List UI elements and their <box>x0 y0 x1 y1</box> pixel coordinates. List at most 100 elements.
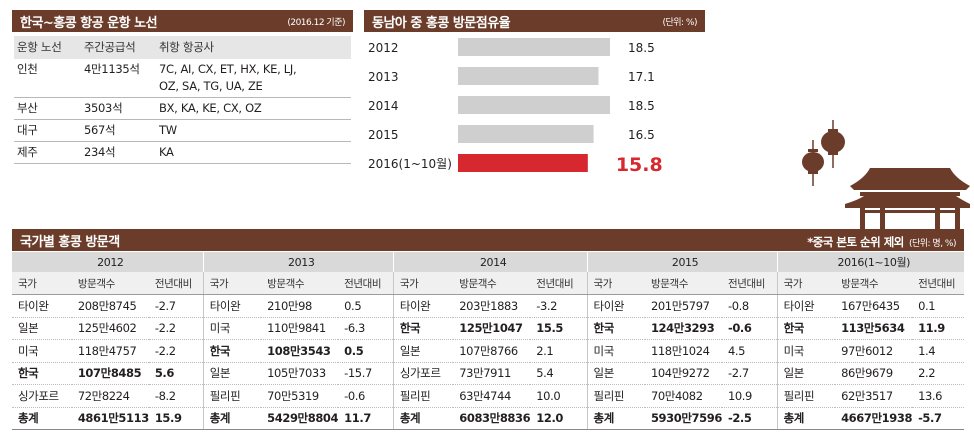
column-header-row: 국가 방문객수 전년대비 국가 방문객수 전년대비 국가 방문객수 전년대비 국가 방문객수 전년대비… <box>12 272 964 295</box>
visitors-col-header: 방문객수 <box>261 272 339 295</box>
country-cell: 타이완 <box>202 294 262 318</box>
routes-note: (2016.12 기준) <box>287 17 345 28</box>
route-seats: 234석 <box>84 145 116 159</box>
share-bar-chart: 2012 18.5 2013 17.1 2014 18.5 2015 16.5 2016(1~1… <box>368 38 663 176</box>
change-col-header: 전년대비 <box>530 272 588 295</box>
change-cell: -2.2 <box>148 339 204 363</box>
country-cell: 한국 <box>12 362 72 385</box>
country-cell: 총계 <box>202 407 262 430</box>
table-row: 타이완 208만8745 -2.7 타이완 210만98 0.5 타이완 203만1883 -3… <box>12 294 964 318</box>
visitors-cell: 124만3293 <box>644 317 722 340</box>
country-cell: 타이완 <box>776 294 836 318</box>
change-col-header: 전년대비 <box>912 272 964 295</box>
route-airlines: BX, KA, KE, CX, OZ <box>159 101 262 115</box>
bar-category-label: 2013 <box>368 70 399 84</box>
change-col-header: 전년대비 <box>721 272 778 295</box>
country-cell: 타이완 <box>12 294 72 318</box>
bar-value-label: 17.1 <box>628 70 655 84</box>
visitors-cell: 73만7911 <box>453 362 531 385</box>
visitors-cell: 210만98 <box>261 294 339 318</box>
change-cell: 15.5 <box>530 317 588 340</box>
bar-category-label: 2015 <box>368 128 399 142</box>
visitors-cell: 203만1883 <box>453 294 531 318</box>
visitors-cell: 72만8224 <box>71 384 149 408</box>
visitors-cell: 208만8745 <box>71 294 149 318</box>
bar-value-label: 15.8 <box>616 154 663 176</box>
bar <box>458 125 594 143</box>
country-cell: 미국 <box>202 317 262 340</box>
country-cell: 싱가포르 <box>12 384 72 408</box>
visitors-cell: 86만9679 <box>835 362 913 385</box>
route-row: 인천 4만1135석 7C, AI, CX, ET, HX, KE, LJ, O… <box>14 59 351 98</box>
visitors-table: 2012 2013 2014 2015 2016(1~10월) 국가 방문객수 전년대비 국가 방… <box>12 252 964 430</box>
routes-table: 운항 노선 주간공급석 취항 항공사 인천 4만1135석 7C, AI, CX… <box>14 36 351 164</box>
share-title: 동남아 중 홍콩 방문점유율 <box>372 15 511 31</box>
visitors-col-header: 방문객수 <box>453 272 531 295</box>
country-cell: 필리핀 <box>586 384 645 408</box>
change-cell: -6.3 <box>338 317 394 340</box>
year-header: 2016(1~10월) <box>776 252 964 272</box>
visitors-cell: 5429만8804 <box>261 407 339 430</box>
visitors-col-header: 방문객수 <box>835 272 913 295</box>
country-cell: 총계 <box>392 407 454 430</box>
table-row: 한국 107만8485 5.6 일본 105만7033 -15.7 싱가포르 73만7911 5… <box>12 362 964 385</box>
country-col-header: 국가 <box>12 272 72 295</box>
route-airlines-line: OZ, SA, TG, UA, ZE <box>159 79 263 93</box>
route-name: 대구 <box>17 123 38 137</box>
visitors-col-header: 방문객수 <box>71 272 149 295</box>
country-col-header: 국가 <box>392 272 454 295</box>
change-cell: 0.5 <box>338 294 394 318</box>
country-cell: 필리핀 <box>392 384 454 408</box>
change-cell: 2.1 <box>530 339 588 363</box>
visitors-cell: 6083만8836 <box>453 407 531 430</box>
year-header: 2012 <box>12 252 204 272</box>
bar-category-label: 2016(1~10월) <box>368 157 452 171</box>
table-row: 미국 118만4757 -2.2 한국 108만3543 0.5 일본 107만8766 2.1… <box>12 339 964 363</box>
change-cell: 10.0 <box>530 384 588 408</box>
share-unit: (단위: %) <box>662 17 697 28</box>
bar-value-label: 16.5 <box>628 128 655 142</box>
bar-value-label: 18.5 <box>628 41 655 55</box>
visitors-notes: *중국 본토 순위 제외 (단위: 명, %) <box>807 231 956 250</box>
visitors-cell: 167만6435 <box>835 294 913 318</box>
country-cell: 일본 <box>12 317 72 340</box>
route-airlines: KA <box>159 145 174 159</box>
change-cell: 4.5 <box>721 339 778 363</box>
country-cell: 일본 <box>202 362 262 385</box>
routes-col-airlines: 취항 항공사 <box>159 40 214 54</box>
visitors-header: 국가별 홍콩 방문객 *중국 본토 순위 제외 (단위: 명, %) <box>12 229 964 251</box>
change-cell: 2.2 <box>912 362 964 385</box>
change-cell: 0.5 <box>338 339 394 363</box>
visitors-cell: 104만9272 <box>644 362 722 385</box>
visitors-cell: 108만3543 <box>261 339 339 363</box>
visitors-cell: 107만8485 <box>71 362 149 385</box>
visitors-unit: (단위: 명, %) <box>908 238 957 249</box>
bar-category-label: 2014 <box>368 99 399 113</box>
routes-header: 한국~홍콩 항공 운항 노선 (2016.12 기준) <box>12 10 353 32</box>
route-airlines-line: 7C, AI, CX, ET, HX, KE, LJ, <box>159 62 297 76</box>
change-cell: 1.4 <box>912 339 964 363</box>
country-cell: 미국 <box>776 339 836 363</box>
change-cell: -2.5 <box>721 407 778 430</box>
bar-value-label: 18.5 <box>628 99 655 113</box>
country-cell: 총계 <box>776 407 836 430</box>
table-row: 일본 125만4602 -2.2 미국 110만9841 -6.3 한국 125만1047 15… <box>12 317 964 340</box>
visitors-cell: 125만1047 <box>453 317 531 340</box>
year-header: 2014 <box>392 252 588 272</box>
bar <box>458 96 610 114</box>
country-cell: 일본 <box>586 362 645 385</box>
route-airlines: 7C, AI, CX, ET, HX, KE, LJ, OZ, SA, TG, … <box>159 61 351 95</box>
country-cell: 한국 <box>586 317 645 340</box>
route-seats: 3503석 <box>84 101 123 115</box>
change-cell: -0.6 <box>338 384 394 408</box>
visitors-table-body: 2012 2013 2014 2015 2016(1~10월) 국가 방문객수 전년대비 국가 방… <box>12 252 964 430</box>
change-col-header: 전년대비 <box>148 272 204 295</box>
routes-title: 한국~홍콩 항공 운항 노선 <box>20 15 158 31</box>
visitors-col-header: 방문객수 <box>644 272 722 295</box>
route-name: 인천 <box>17 62 38 76</box>
visitors-cell: 62만3517 <box>835 384 913 408</box>
country-cell: 필리핀 <box>776 384 836 408</box>
visitors-cell: 105만7033 <box>261 362 339 385</box>
visitors-cell: 118만1024 <box>644 339 722 363</box>
share-header: 동남아 중 홍콩 방문점유율 (단위: %) <box>364 10 705 32</box>
